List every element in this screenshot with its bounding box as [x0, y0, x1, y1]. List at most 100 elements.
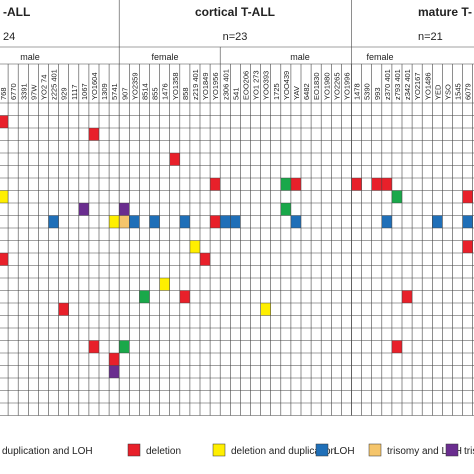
- event-cell: [0, 190, 9, 203]
- sample-label: 1309: [100, 83, 109, 100]
- sample-label: 1545: [454, 83, 463, 100]
- event-cell: [290, 178, 301, 191]
- sample-label: z219 401: [191, 69, 200, 100]
- group-n: n=23: [223, 31, 248, 43]
- sample-label: YO2 74: [39, 75, 48, 100]
- sample-label: z370 401: [383, 69, 392, 100]
- sex-label: male: [290, 52, 310, 62]
- sex-label: female: [151, 52, 178, 62]
- event-cell: [119, 203, 130, 216]
- legend-swatch: [127, 443, 141, 457]
- event-cell: [230, 215, 241, 228]
- sample-label: 929: [60, 87, 69, 100]
- event-cell: [149, 215, 160, 228]
- event-cell: [0, 115, 9, 128]
- group-n: n=21: [418, 31, 443, 43]
- event-cell: [200, 253, 211, 266]
- legend-swatch: [368, 443, 382, 457]
- event-cell: [280, 203, 291, 216]
- event-cell: [210, 215, 221, 228]
- sample-label: z306 401: [221, 69, 230, 100]
- event-cell: [0, 253, 9, 266]
- sample-label: 97W: [29, 84, 38, 100]
- group-title: cortical T-ALL: [195, 5, 275, 19]
- group-n: 24: [3, 31, 15, 43]
- sex-label: male: [20, 52, 40, 62]
- group-title: mature T-: [418, 5, 472, 19]
- event-cell: [179, 215, 190, 228]
- legend-label: duplication and LOH: [2, 446, 93, 457]
- event-cell: [351, 178, 362, 191]
- event-cell: [109, 353, 120, 366]
- legend-label: deletion: [146, 446, 181, 457]
- sample-label: z793 401: [393, 69, 402, 100]
- sex-label: female: [366, 52, 393, 62]
- sample-label: 993: [373, 87, 382, 100]
- event-cell: [109, 365, 120, 378]
- sample-label: YSO: [443, 84, 452, 100]
- event-cell: [432, 215, 443, 228]
- sample-label: z342 401: [403, 69, 412, 100]
- event-cell: [462, 190, 473, 203]
- sample-label: YOO393: [262, 71, 271, 100]
- sample-label: 5390: [363, 83, 372, 100]
- event-cell: [78, 203, 89, 216]
- sample-label: EOO206: [241, 71, 250, 100]
- legend-label: deletion and duplication: [231, 446, 336, 457]
- legend-swatch: [445, 443, 459, 457]
- event-cell: [280, 178, 291, 191]
- event-cell: [381, 215, 392, 228]
- sample-label: 3391: [19, 83, 28, 100]
- sample-label: YOO439: [282, 71, 291, 100]
- event-cell: [371, 178, 382, 191]
- sample-label: 1476: [161, 83, 170, 100]
- event-cell: [391, 340, 402, 353]
- event-cell: [381, 178, 392, 191]
- event-cell: [179, 290, 190, 303]
- sample-label: 541: [231, 87, 240, 100]
- sample-label: YO1486: [423, 72, 432, 100]
- event-cell: [119, 340, 130, 353]
- sample-label: YO1 273: [252, 70, 261, 100]
- sample-label: 907: [120, 87, 129, 100]
- event-cell: [129, 215, 140, 228]
- sample-label: YO2359: [130, 72, 139, 100]
- event-cell: [220, 215, 231, 228]
- sample-label: EO1830: [312, 72, 321, 100]
- sample-label: 1067: [80, 83, 89, 100]
- event-cell: [169, 153, 180, 166]
- sample-label: z225 401: [50, 69, 59, 100]
- event-cell: [139, 290, 150, 303]
- event-cell: [109, 215, 120, 228]
- sample-label: YO2167: [413, 72, 422, 100]
- event-cell: [402, 290, 413, 303]
- sample-label: YED: [433, 84, 442, 100]
- legend-label: trisomy and LOH: [387, 446, 462, 457]
- sample-label: YO1358: [171, 72, 180, 100]
- legend-label: LOH: [334, 446, 355, 457]
- event-cell: [210, 178, 221, 191]
- sample-label: 858: [181, 87, 190, 100]
- sample-label: 768: [0, 87, 8, 100]
- event-cell: [462, 215, 473, 228]
- event-cell: [88, 340, 99, 353]
- event-cell: [260, 303, 271, 316]
- legend-swatch: [212, 443, 226, 457]
- sample-label: YO1996: [342, 72, 351, 100]
- sample-label: 1478: [353, 83, 362, 100]
- sample-label: YO1849: [201, 72, 210, 100]
- event-cell: [462, 240, 473, 253]
- sample-label: YO1604: [90, 72, 99, 100]
- event-cell: [48, 215, 59, 228]
- event-cell: [119, 215, 130, 228]
- sample-label: YAV: [292, 86, 301, 100]
- event-cell: [88, 128, 99, 141]
- sample-label: 6770: [9, 83, 18, 100]
- group-title: -ALL: [3, 5, 30, 19]
- legend-label: trisomy: [464, 446, 474, 457]
- event-cell: [159, 278, 170, 291]
- sample-label: 8514: [140, 83, 149, 100]
- legend-swatch: [315, 443, 329, 457]
- event-cell: [58, 303, 69, 316]
